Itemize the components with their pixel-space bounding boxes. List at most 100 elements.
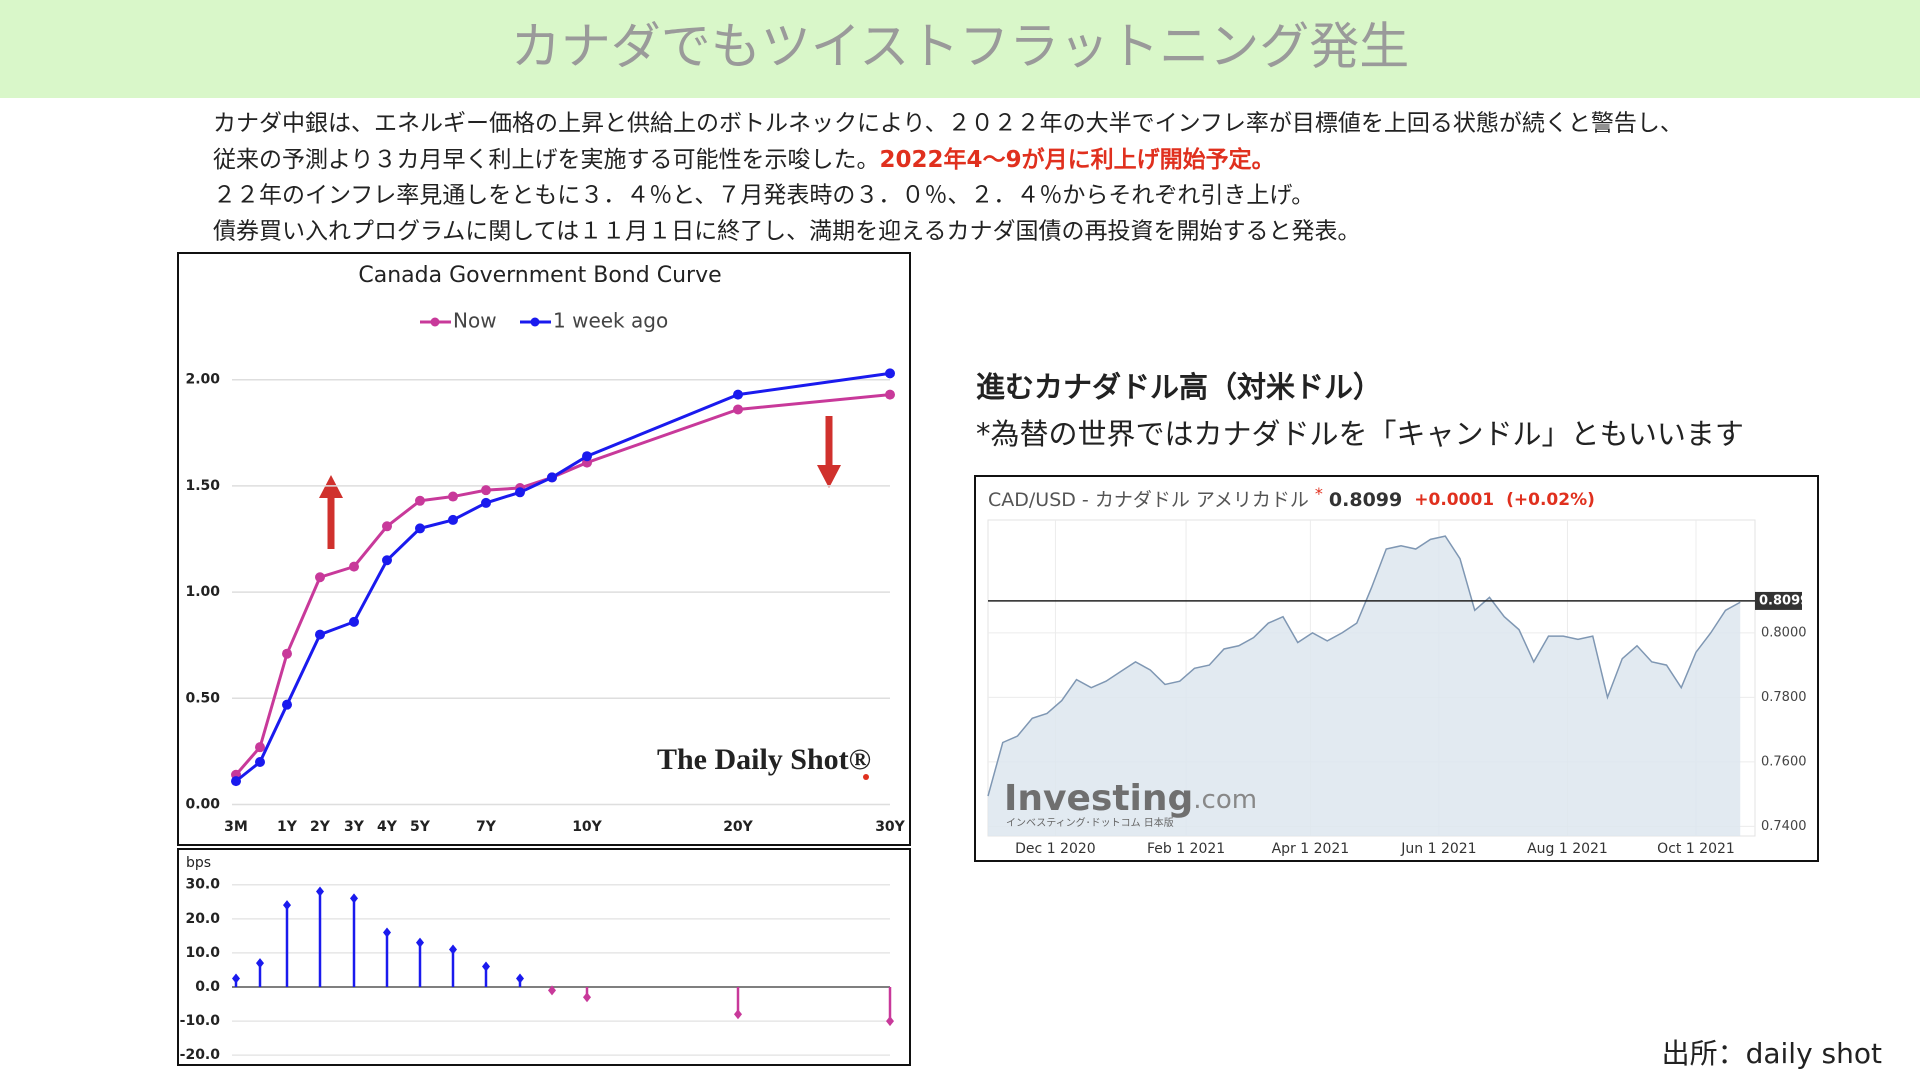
legend-label: 1 week ago xyxy=(553,309,668,333)
x-tick-label: Aug 1 2021 xyxy=(1527,841,1608,857)
stem-head xyxy=(482,961,490,972)
area-line xyxy=(987,535,1741,797)
body-line: 債券買い入れプログラムに関しては１１月１日に終了し、満期を迎えるカナダ国債の再投… xyxy=(213,219,1360,245)
arrow-head xyxy=(817,465,841,488)
data-point xyxy=(382,555,392,566)
data-point xyxy=(733,404,743,415)
data-point xyxy=(515,487,525,498)
stem-head xyxy=(548,985,556,996)
data-point xyxy=(231,776,241,787)
x-tick-label: 4Y xyxy=(377,819,398,835)
x-tick-label: Apr 1 2021 xyxy=(1272,841,1350,857)
x-tick-label: 5Y xyxy=(410,819,431,835)
data-point xyxy=(382,521,392,532)
x-tick-label: Dec 1 2020 xyxy=(1015,841,1096,857)
stem-head xyxy=(283,900,291,911)
data-point xyxy=(448,491,458,502)
fx-price: 0.8099 xyxy=(1329,489,1402,511)
data-point xyxy=(282,648,292,659)
data-point xyxy=(481,497,491,508)
body-text: 従来の予測より３カ月早く利上げを実施する可能性を示唆した。 xyxy=(213,147,880,173)
right-heading: 進むカナダドル高（対米ドル） xyxy=(976,370,1382,404)
logo-dot xyxy=(863,774,869,780)
y-tick-label: 0.7600 xyxy=(1761,754,1807,769)
y-tick-label: -20.0 xyxy=(180,1047,221,1063)
y-tick-label: 0.0 xyxy=(195,979,220,995)
stem-head xyxy=(516,973,524,984)
data-point xyxy=(582,451,592,462)
y-tick-label: 0.8000 xyxy=(1761,625,1807,640)
watermark: Investing.com xyxy=(1004,778,1257,819)
x-tick-label: 2Y xyxy=(310,819,331,835)
body-line: 従来の予測より３カ月早く利上げを実施する可能性を示唆した。2022年4〜9が月に… xyxy=(213,146,1275,173)
stem-head xyxy=(583,992,591,1003)
body-emphasis: 2022年4〜9が月に利上げ開始予定。 xyxy=(880,146,1275,173)
data-point xyxy=(255,757,265,768)
data-point xyxy=(733,389,743,400)
stem-head xyxy=(449,944,457,955)
bond-chart-title: Canada Government Bond Curve xyxy=(358,263,721,288)
y-axis-label: bps xyxy=(186,855,211,871)
watermark: The Daily Shot® xyxy=(657,743,871,776)
watermark-main: Investing xyxy=(1004,778,1193,819)
data-point xyxy=(255,742,265,753)
data-point xyxy=(349,616,359,627)
data-point xyxy=(415,495,425,506)
stem-head xyxy=(383,927,391,938)
fx-title-text: CAD/USD - カナダドル アメリカドル xyxy=(988,489,1309,511)
x-tick-label: 20Y xyxy=(723,819,753,835)
title-band xyxy=(0,0,1920,98)
data-point xyxy=(415,523,425,534)
series-line xyxy=(235,371,891,783)
source: 出所：daily shot xyxy=(1662,1037,1882,1070)
bond-chart-frame xyxy=(177,252,911,846)
series-line xyxy=(234,393,891,776)
fx-change: +0.0001 xyxy=(1414,490,1494,510)
y-tick-label: 10.0 xyxy=(185,945,220,961)
right-note: *為替の世界ではカナダドルを「キャンドル」ともいいます xyxy=(976,417,1744,451)
data-point xyxy=(885,389,895,400)
y-tick-label: 0.00 xyxy=(185,797,220,813)
data-point xyxy=(282,699,292,710)
y-tick-label: 1.00 xyxy=(185,584,220,600)
stem-head xyxy=(316,886,324,897)
current-badge xyxy=(1755,591,1802,610)
data-point xyxy=(481,485,491,496)
y-tick-label: 0.50 xyxy=(185,690,220,706)
y-tick-label: 0.7800 xyxy=(1761,690,1807,705)
x-tick-label: 10Y xyxy=(572,819,602,835)
stem-head xyxy=(256,958,264,969)
y-tick-label: 20.0 xyxy=(185,911,220,927)
stem-head xyxy=(416,937,424,948)
y-tick-label: 1.50 xyxy=(185,478,220,494)
legend-label: Now xyxy=(453,309,497,333)
x-tick-label: 30Y xyxy=(875,819,905,835)
data-point xyxy=(349,561,359,572)
body-line: カナダ中銀は、エネルギー価格の上昇と供給上のボトルネックにより、２０２２年の大半… xyxy=(213,111,1683,137)
y-tick-label: 0.7400 xyxy=(1761,819,1807,834)
slide-title: カナダでもツイストフラットニング発生 xyxy=(511,18,1410,76)
x-tick-label: Oct 1 2021 xyxy=(1657,841,1735,857)
legend-dot xyxy=(530,317,540,327)
stem-head xyxy=(886,1016,894,1027)
watermark-sub: インベスティング･ドットコム 日本版 xyxy=(1006,816,1174,829)
arrow-down xyxy=(817,416,841,488)
fx-title: CAD/USD - カナダドル アメリカドル * 0.8099 +0.0001 (+0.… xyxy=(988,484,1595,511)
body-line: ２２年のインフレ率見通しをともに３．４％と、７月発表時の３．０％、２．４％からそ… xyxy=(213,183,1314,209)
x-tick-label: 3Y xyxy=(344,819,365,835)
stem-head xyxy=(232,973,240,984)
fx-marker: * xyxy=(1315,484,1323,503)
stem-head xyxy=(350,893,358,904)
legend-dot xyxy=(430,317,440,327)
data-point xyxy=(315,572,325,583)
stem-head xyxy=(734,1009,742,1020)
area-fill xyxy=(988,536,1741,836)
data-point xyxy=(885,368,895,379)
data-point xyxy=(315,629,325,640)
data-point xyxy=(448,514,458,525)
x-tick-label: 3M xyxy=(224,819,248,835)
data-point xyxy=(547,472,557,483)
x-tick-label: Jun 1 2021 xyxy=(1400,841,1476,857)
y-tick-label: 2.00 xyxy=(185,372,220,388)
